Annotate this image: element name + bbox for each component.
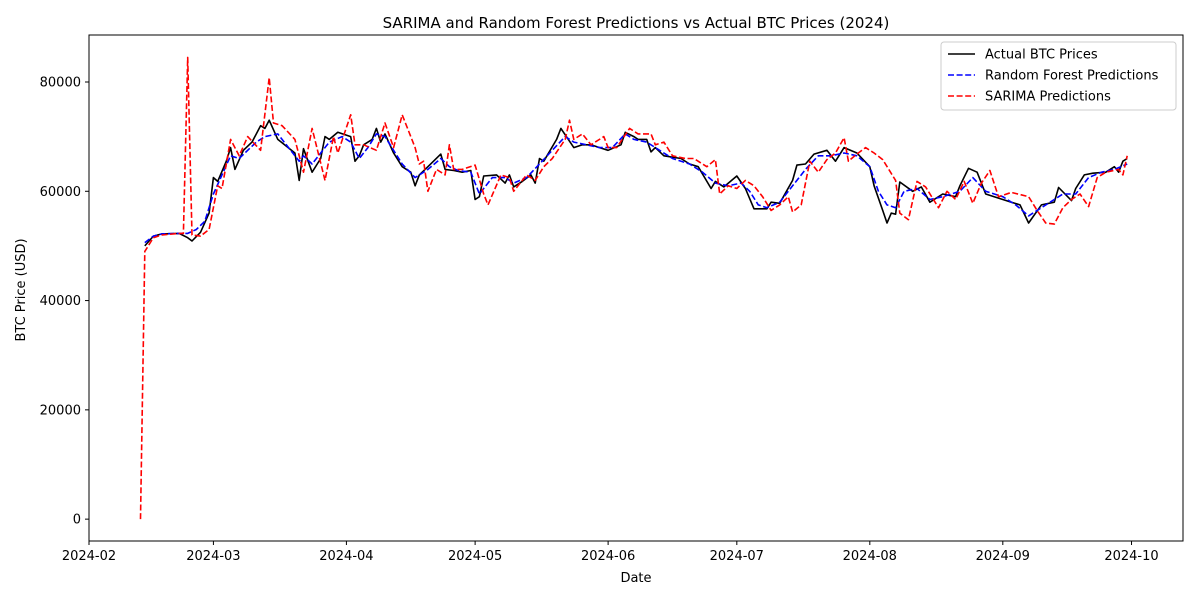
legend: Actual BTC Prices Random Forest Predictio… <box>940 41 1177 111</box>
x-tick-label: 2024-05 <box>448 549 502 564</box>
legend-label: SARIMA Predictions <box>985 90 1111 105</box>
legend-label: Actual BTC Prices <box>985 48 1098 63</box>
y-tick-label: 80000 <box>40 75 81 90</box>
legend-box <box>940 41 1177 111</box>
y-tick-label: 40000 <box>40 294 81 309</box>
y-axis: 0 20000 40000 60000 80000 <box>40 75 89 528</box>
x-tick-label: 2024-03 <box>186 549 240 564</box>
x-tick-label: 2024-06 <box>581 549 635 564</box>
y-tick-label: 60000 <box>40 185 81 200</box>
x-tick-label: 2024-09 <box>976 549 1030 564</box>
x-tick-label: 2024-10 <box>1104 549 1158 564</box>
x-tick-label: 2024-08 <box>843 549 897 564</box>
x-tick-label: 2024-04 <box>319 549 373 564</box>
x-axis: 2024-02 2024-03 2024-04 2024-05 2024-06 2024-… <box>62 541 1159 564</box>
y-tick-label: 20000 <box>40 403 81 418</box>
x-tick-label: 2024-07 <box>710 549 764 564</box>
series-line-3 <box>139 56 1128 520</box>
plot-area <box>88 34 1184 542</box>
y-axis-label: BTC Price (USD) <box>14 238 29 341</box>
plot-frame <box>88 34 1184 542</box>
chart-title: SARIMA and Random Forest Predictions vs … <box>383 14 890 32</box>
x-tick-label: 2024-02 <box>62 549 116 564</box>
legend-label: Random Forest Predictions <box>985 69 1159 84</box>
x-axis-label: Date <box>620 571 651 586</box>
series-line-2 <box>144 133 1128 244</box>
y-tick-label: 0 <box>73 513 81 528</box>
